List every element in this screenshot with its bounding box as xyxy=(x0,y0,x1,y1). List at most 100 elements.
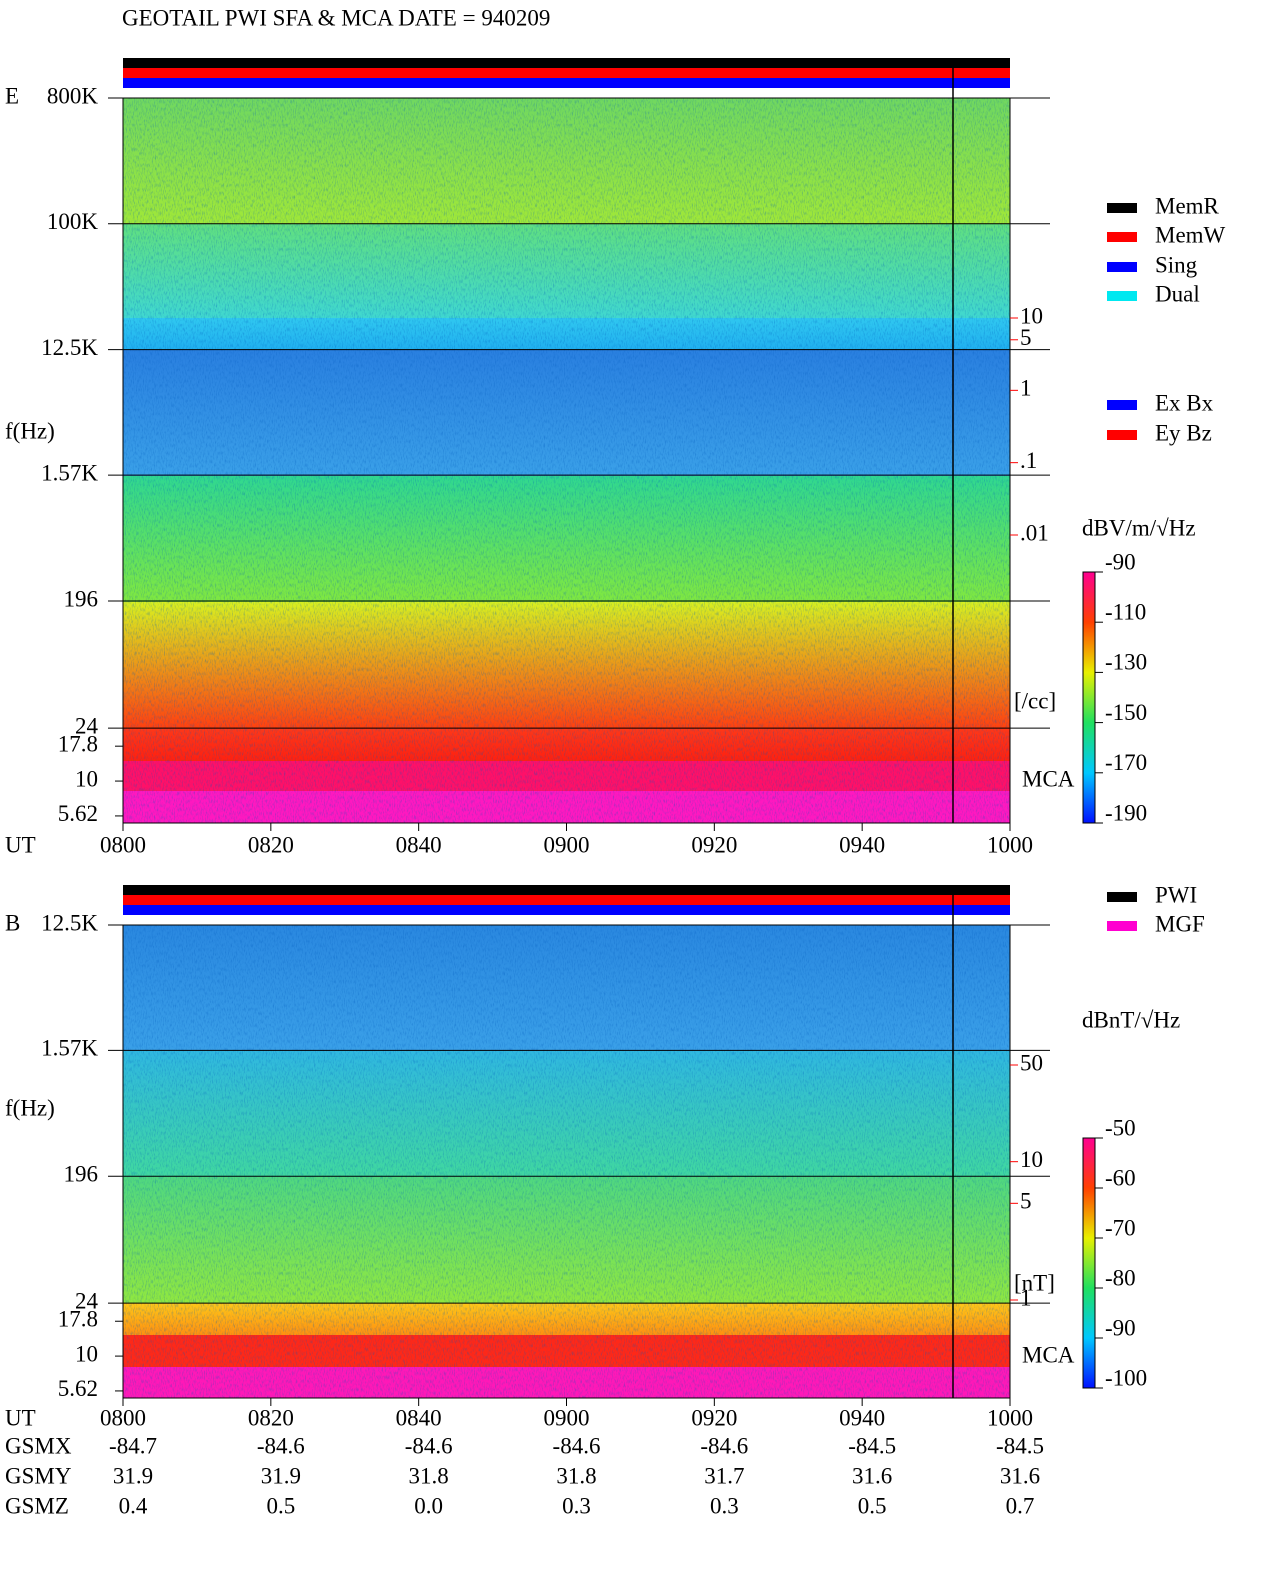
x-tick-label: 0900 xyxy=(544,832,590,857)
y-tick-label: 10 xyxy=(75,766,98,791)
y-tick-label: 24 xyxy=(75,713,99,738)
legend-label: PWI xyxy=(1155,882,1197,907)
colorbar-label: dBnT/√Hz xyxy=(1082,1007,1180,1032)
y2-axis-label: [/cc] xyxy=(1014,688,1056,713)
legend-swatch xyxy=(1107,430,1137,440)
y-tick-label: 5.62 xyxy=(58,1376,98,1401)
y-tick-label: 24 xyxy=(75,1288,99,1313)
legend-swatch xyxy=(1107,892,1137,902)
colorbar-tick-label: -130 xyxy=(1105,650,1147,675)
x-tick-label: 0900 xyxy=(544,1405,590,1430)
y2-tick-label: 10 xyxy=(1020,303,1043,328)
orbit-value: -84.6 xyxy=(700,1433,748,1458)
y-tick-label: 17.8 xyxy=(58,1307,98,1332)
y2-tick-label: 5 xyxy=(1020,325,1032,350)
colorbar-tick-label: -70 xyxy=(1105,1215,1136,1240)
orbit-value: 0.3 xyxy=(710,1493,739,1518)
x-tick-label: 0800 xyxy=(100,832,146,857)
x-tick-label: 0820 xyxy=(248,1405,294,1430)
x-tick-label: 0840 xyxy=(396,832,442,857)
legend-label: MemW xyxy=(1155,222,1226,247)
x-tick-label: 0920 xyxy=(691,832,737,857)
mca-label: MCA xyxy=(1022,1342,1075,1367)
orbit-label: GSMX xyxy=(5,1433,72,1458)
colorbar-tick-label: -110 xyxy=(1105,599,1146,624)
colorbar-tick-label: -170 xyxy=(1105,750,1147,775)
colorbar-tick-label: -80 xyxy=(1105,1265,1136,1290)
panel-label: B xyxy=(5,910,20,935)
orbit-value: 0.0 xyxy=(414,1493,443,1518)
y-tick-label: 12.5K xyxy=(41,335,98,360)
colorbar-tick-label: -60 xyxy=(1105,1165,1136,1190)
status-bar xyxy=(123,885,1010,895)
orbit-value: 0.5 xyxy=(266,1493,295,1518)
orbit-value: 0.4 xyxy=(119,1493,148,1518)
panel-label: E xyxy=(5,83,19,108)
y-tick-label: 5.62 xyxy=(58,801,98,826)
y-tick-label: 196 xyxy=(64,1161,99,1186)
title: GEOTAIL PWI SFA & MCA DATE = 940209 xyxy=(122,5,550,30)
orbit-value: 31.9 xyxy=(113,1463,153,1488)
y-tick-label: 17.8 xyxy=(58,731,98,756)
orbit-label: GSMY xyxy=(5,1463,72,1488)
x-tick-label: 0840 xyxy=(396,1405,442,1430)
orbit-value: 0.3 xyxy=(562,1493,591,1518)
x-tick-label: 1000 xyxy=(987,832,1033,857)
status-bar xyxy=(123,905,1010,915)
y2-tick-label: 50 xyxy=(1020,1050,1043,1075)
y2-tick-label: 1 xyxy=(1020,376,1032,401)
orbit-value: -84.5 xyxy=(848,1433,896,1458)
x-tick-label: 0940 xyxy=(839,832,885,857)
legend-swatch xyxy=(1107,921,1137,931)
mca-label: MCA xyxy=(1022,766,1075,791)
colorbar-tick-label: -90 xyxy=(1105,549,1136,574)
y-axis-label: f(Hz) xyxy=(5,1095,55,1120)
y-tick-label: 100K xyxy=(47,209,99,234)
colorbar xyxy=(1082,1137,1096,1389)
status-bar xyxy=(123,58,1010,68)
legend-swatch xyxy=(1107,232,1137,242)
y-tick-label: 12.5K xyxy=(41,910,98,935)
spectrogram-grain xyxy=(123,98,1010,823)
y-tick-label: 1.57K xyxy=(41,460,98,485)
legend-label: Ey Bz xyxy=(1155,420,1212,445)
x-axis-label: UT xyxy=(5,832,36,857)
x-tick-label: 0920 xyxy=(691,1405,737,1430)
legend-swatch xyxy=(1107,203,1137,213)
colorbar-label: dBV/m/√Hz xyxy=(1082,515,1196,540)
status-bar xyxy=(123,895,1010,905)
orbit-value: 31.6 xyxy=(852,1463,892,1488)
y-tick-label: 1.57K xyxy=(41,1036,98,1061)
colorbar-tick-label: -190 xyxy=(1105,800,1147,825)
legend-label: MemR xyxy=(1155,193,1220,218)
orbit-value: 0.5 xyxy=(858,1493,887,1518)
y2-axis-label: [nT] xyxy=(1014,1270,1055,1295)
y-axis-label: f(Hz) xyxy=(5,418,55,443)
spectrogram-grain xyxy=(123,925,1010,1398)
y-tick-label: 196 xyxy=(64,586,99,611)
legend-swatch xyxy=(1107,291,1137,301)
y2-tick-label: 10 xyxy=(1020,1147,1043,1172)
legend-swatch xyxy=(1107,400,1137,410)
legend-swatch xyxy=(1107,262,1137,272)
legend-label: Dual xyxy=(1155,281,1200,306)
orbit-value: 0.7 xyxy=(1006,1493,1035,1518)
status-bar xyxy=(123,78,1010,88)
orbit-value: -84.6 xyxy=(405,1433,453,1458)
orbit-value: 31.8 xyxy=(409,1463,449,1488)
y2-tick-label: .01 xyxy=(1020,520,1049,545)
colorbar-tick-label: -50 xyxy=(1105,1115,1136,1140)
orbit-value: -84.5 xyxy=(996,1433,1044,1458)
y-tick-label: 800K xyxy=(47,83,99,108)
colorbar-tick-label: -100 xyxy=(1105,1365,1147,1390)
orbit-value: 31.9 xyxy=(261,1463,301,1488)
colorbar xyxy=(1082,571,1096,824)
x-tick-label: 1000 xyxy=(987,1405,1033,1430)
y2-tick-label: .1 xyxy=(1020,448,1037,473)
colorbar-tick-label: -150 xyxy=(1105,700,1147,725)
orbit-value: -84.7 xyxy=(109,1433,157,1458)
orbit-label: GSMZ xyxy=(5,1493,69,1518)
legend-label: Ex Bx xyxy=(1155,390,1214,415)
x-tick-label: 0820 xyxy=(248,832,294,857)
